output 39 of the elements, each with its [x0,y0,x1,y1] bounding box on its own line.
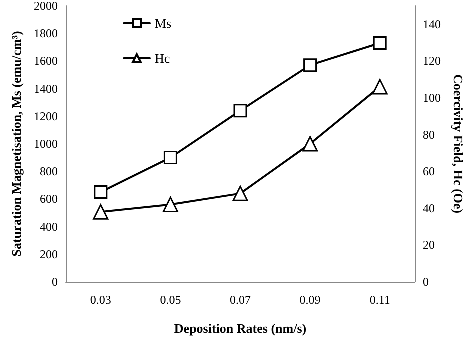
point [94,186,108,200]
legend-label: Hc [155,51,170,66]
x-tick-label: 0.03 [90,293,112,307]
x-tick-label: 0.05 [160,293,182,307]
x-tick-label: 0.09 [300,293,321,307]
point [164,151,178,165]
y-tick-label: 0 [52,275,58,289]
x-tick-label: 0.07 [230,293,251,307]
y-axis-title: Saturation Magnetisation, Ms (emu/cm³) [9,31,24,257]
y2-tick-label: 120 [423,54,441,68]
y-tick-label: 600 [40,192,58,206]
y-tick-label: 200 [40,247,58,262]
y-tick-label: 400 [40,220,58,234]
point [162,196,178,212]
y2-tick-label: 40 [423,201,435,216]
y-tick-label: 1800 [34,26,58,41]
y-tick-label: 1600 [34,54,58,68]
y2-tick-label: 140 [423,17,441,32]
y-tick-label: 1200 [34,109,58,124]
y-tick-label: 1000 [34,137,58,151]
point [93,204,109,220]
y2-tick-label: 0 [423,275,429,289]
point [302,136,318,152]
y2-axis-title: Coercivity Field, Hc (Oe) [450,74,466,214]
y-tick-label: 1400 [34,82,58,96]
point [373,36,387,50]
point [234,104,248,118]
point [232,186,248,202]
y-tick-label: 2000 [34,0,58,13]
point [304,58,318,72]
x-axis-title: Deposition Rates (nm/s) [174,321,307,336]
point [372,79,388,95]
y2-tick-label: 80 [423,128,435,142]
legend-label: Ms [155,16,172,31]
y2-tick-label: 100 [423,91,441,105]
x-tick-label: 0.11 [370,293,390,307]
y2-tick-label: 60 [423,164,435,179]
y-tick-label: 800 [40,164,58,179]
y2-tick-label: 20 [423,238,435,252]
